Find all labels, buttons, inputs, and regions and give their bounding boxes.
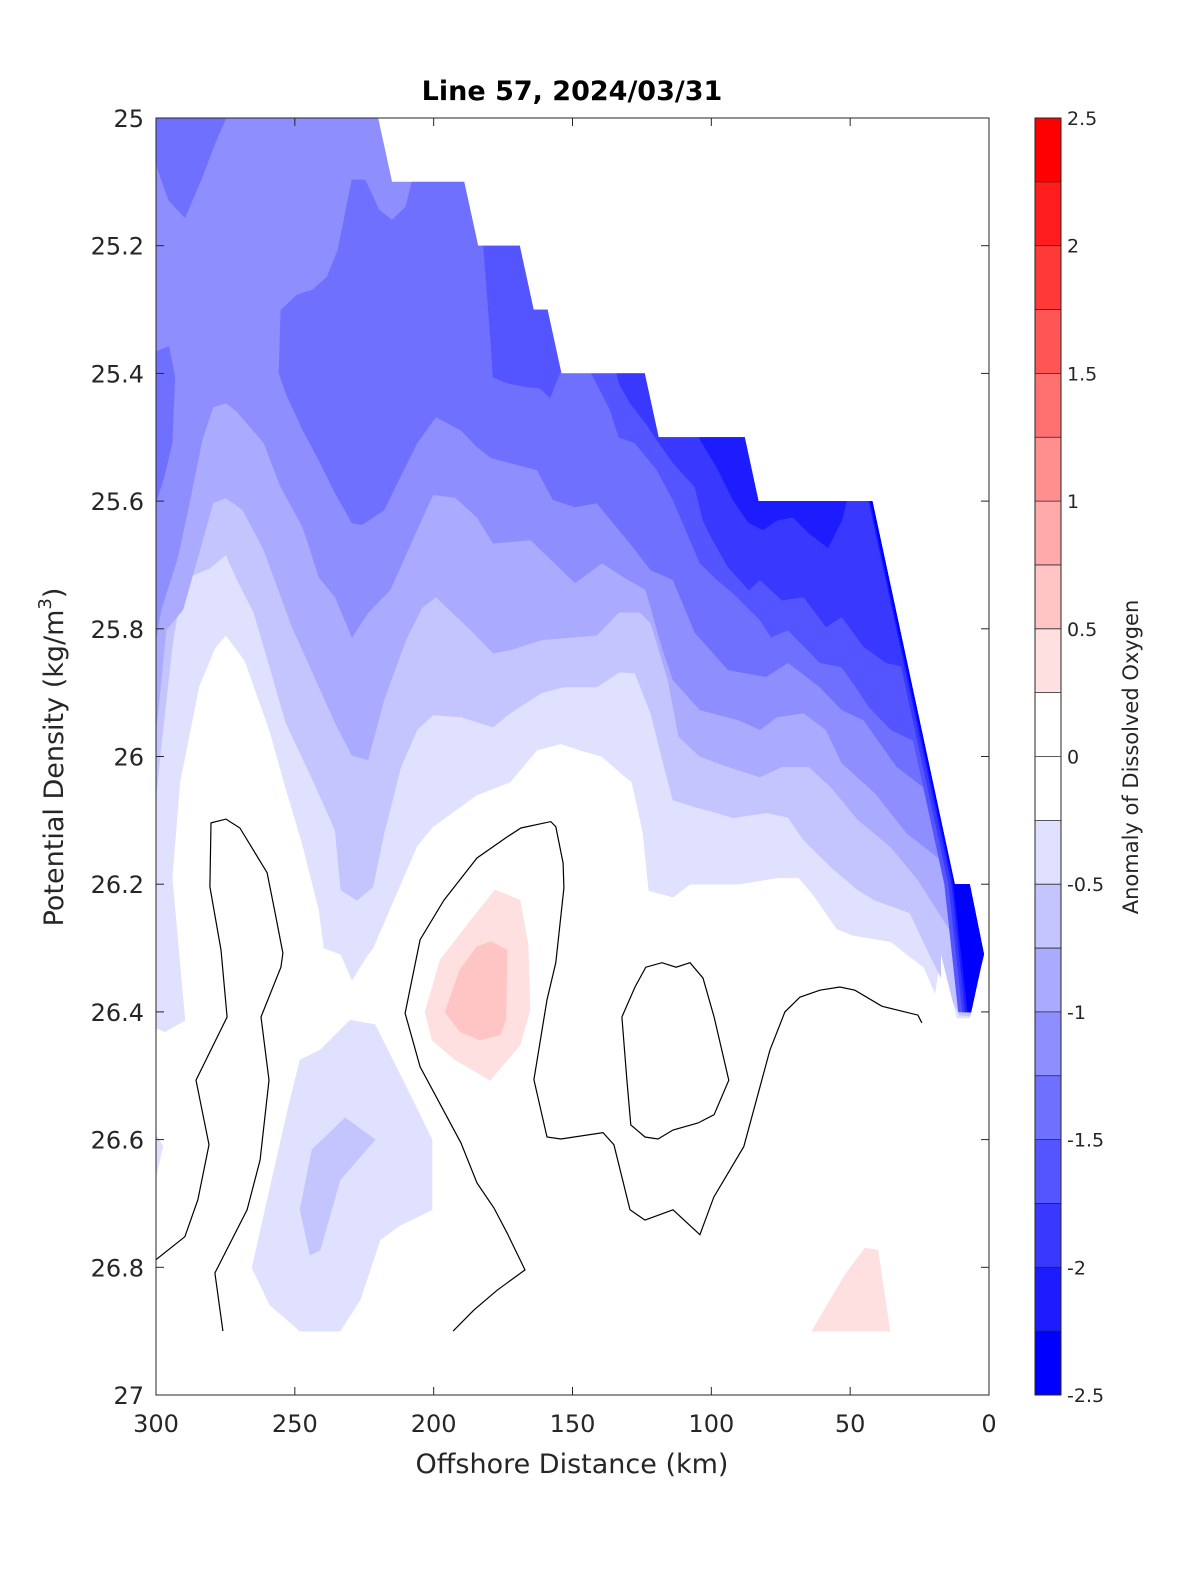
chart-title: Line 57, 2024/03/31 xyxy=(422,76,723,107)
colorbar-bin xyxy=(1035,628,1061,694)
colorbar-tick-label: -1 xyxy=(1067,1002,1086,1024)
y-tick-label: 26 xyxy=(113,744,144,772)
colorbar-tick-label: -1.5 xyxy=(1067,1130,1104,1152)
axis-ticks: 300 250 200 150 100 50 0 25 25.2 25.4 25.6 25.8 26 26… xyxy=(91,105,997,1438)
y-tick-label: 25.4 xyxy=(91,360,144,388)
x-tick-label: 100 xyxy=(688,1410,734,1438)
colorbar-bin xyxy=(1035,245,1061,311)
colorbar-tick-label: -2.5 xyxy=(1067,1385,1104,1407)
contour-fill--2p5-to--2p25 xyxy=(954,883,984,956)
y-tick-label: 26.4 xyxy=(91,999,144,1027)
y-tick-label: 26.8 xyxy=(91,1254,144,1282)
colorbar-bin xyxy=(1035,1267,1061,1332)
contour-fill--1p5-to--1p25 xyxy=(156,118,227,219)
colorbar-bin xyxy=(1035,309,1061,374)
y-tick-label: 25.2 xyxy=(91,233,144,261)
colorbar-tick-label: -0.5 xyxy=(1067,874,1104,896)
contour-fill--1p5-to--1p25 xyxy=(156,346,176,503)
y-axis-label-suffix: ) xyxy=(39,588,70,599)
colorbar-bin xyxy=(1035,1075,1061,1141)
colorbar-bin xyxy=(1035,756,1061,821)
y-tick-label: 27 xyxy=(113,1382,144,1410)
colorbar-tick-label: 0 xyxy=(1067,747,1079,769)
colorbar-tick-label: -2 xyxy=(1067,1257,1086,1279)
x-tick-label: 250 xyxy=(272,1410,318,1438)
zero-contour-line xyxy=(621,962,730,1140)
contour-fill-0p5-to-0p75 xyxy=(444,941,508,1041)
colorbar-bin xyxy=(1035,181,1061,247)
colorbar-bin xyxy=(1035,884,1061,949)
zero-contour-line xyxy=(156,818,284,1332)
colorbar-bin xyxy=(1035,118,1061,183)
x-tick-label: 200 xyxy=(411,1410,457,1438)
colorbar-bin xyxy=(1035,501,1061,566)
colorbar-bin xyxy=(1035,948,1061,1013)
colorbar-tick-label: 1 xyxy=(1067,491,1079,513)
colorbar-bin xyxy=(1035,1139,1061,1204)
contour-fill--0p75-to--0p5 xyxy=(299,1117,376,1256)
colorbar-frame xyxy=(1034,117,1062,1396)
x-tick-label: 50 xyxy=(835,1410,866,1438)
colorbar-label: Anomaly of Dissolved Oxygen xyxy=(1119,600,1143,915)
colorbar-bin xyxy=(1035,564,1061,630)
colorbar-tick-label: 2 xyxy=(1067,236,1079,258)
x-tick-label: 150 xyxy=(550,1410,596,1438)
x-axis-label: Offshore Distance (km) xyxy=(416,1449,729,1480)
x-tick-label: 0 xyxy=(981,1410,996,1438)
zero-contour-line xyxy=(404,820,923,1332)
y-axis-label-superscript: 3 xyxy=(35,598,56,609)
y-tick-label: 25.8 xyxy=(91,616,144,644)
zero-contour-lines xyxy=(156,818,923,1332)
colorbar-bin xyxy=(1035,692,1061,757)
y-axis-label-text: Potential Density (kg/m xyxy=(39,610,70,927)
colorbar-bin xyxy=(1035,820,1061,885)
colorbar-tick-label: 1.5 xyxy=(1067,363,1097,385)
colorbar-tick-label: 2.5 xyxy=(1067,108,1097,130)
x-tick-label: 300 xyxy=(133,1410,179,1438)
colorbar-bin xyxy=(1035,1331,1061,1396)
colorbar-bin xyxy=(1035,1203,1061,1268)
colorbar-tick-label: 0.5 xyxy=(1067,619,1097,641)
contour-fill-0p25-to-0p5 xyxy=(811,1247,891,1332)
y-axis-label: Potential Density (kg/m3) xyxy=(35,588,70,927)
colorbar-bin xyxy=(1035,373,1061,438)
y-tick-label: 25 xyxy=(113,105,144,133)
contour-fill--0p5-to--0p25 xyxy=(156,1134,164,1177)
colorbar-bin xyxy=(1035,1011,1061,1077)
colorbar: 2.5 2 1.5 1 0.5 0 -0.5 -1 -1.5 -2 -2.5 xyxy=(1034,108,1104,1407)
y-tick-label: 25.6 xyxy=(91,488,144,516)
colorbar-bin xyxy=(1035,437,1061,502)
y-tick-label: 26.6 xyxy=(91,1127,144,1155)
y-tick-label: 26.2 xyxy=(91,871,144,899)
